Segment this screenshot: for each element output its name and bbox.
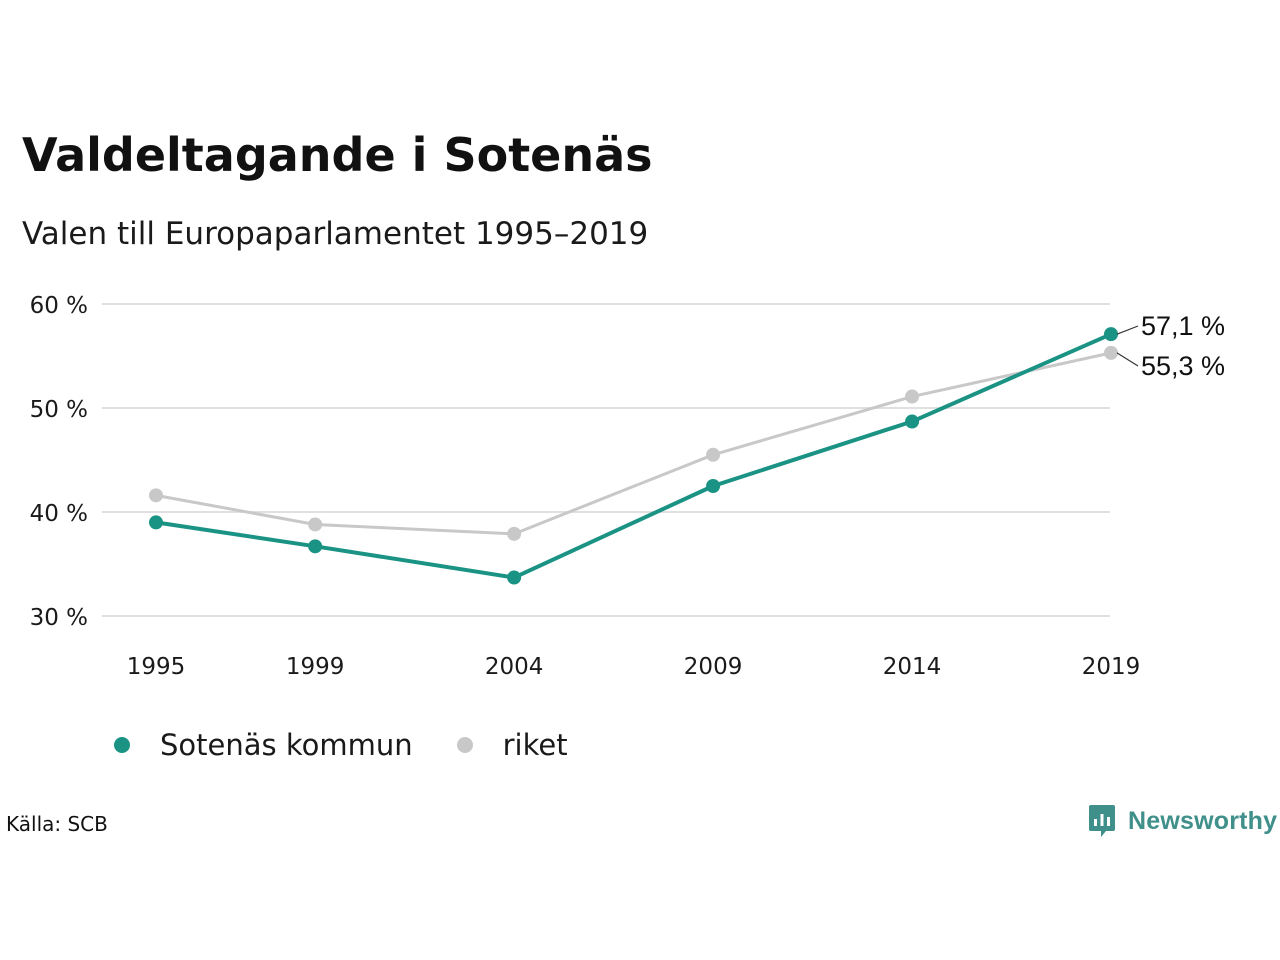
series-line [155,351,1112,536]
data-point [706,479,721,493]
chart-subtitle: Valen till Europaparlamentet 1995–2019 [22,216,649,252]
data-point [905,389,920,404]
end-label: 57,1 % [1141,311,1225,341]
series-riket [149,345,1118,541]
x-tick-label: 1999 [286,654,345,680]
data-point [507,570,522,585]
y-tick-label: 50 % [30,397,88,423]
y-axis-ticks: 30 % 40 % 50 % 60 % [30,293,88,631]
legend-label-sotenas: Sotenäs kommun [160,728,413,762]
x-tick-label: 2004 [485,654,544,680]
series-lines [149,327,1118,585]
data-point [308,517,323,532]
legend-marker-riket [456,737,473,753]
y-tick-label: 30 % [30,605,88,631]
data-point [1104,327,1118,342]
x-axis-ticks: 1995 1999 2004 2009 2014 2019 [127,654,1141,680]
data-point [905,414,920,429]
legend-item-sotenas: Sotenäs kommun [114,728,413,762]
legend-marker-sotenas [114,737,130,753]
y-tick-label: 40 % [30,501,88,527]
end-labels: 55,3 % 57,1 % [1116,311,1225,381]
legend-label-riket: riket [502,728,568,762]
chart-title: Valdeltagande i Sotenäs [22,128,653,182]
source-note: Källa: SCB [6,812,108,836]
legend: Sotenäs kommun riket [114,728,612,762]
data-point [1104,345,1118,360]
series-sotenas [149,327,1118,585]
y-tick-label: 60 % [30,293,88,319]
legend-item-riket: riket [456,728,568,762]
brand-name: Newsworthy [1128,806,1278,835]
data-point [149,488,163,503]
series-line [155,332,1112,580]
data-point [149,515,163,530]
data-point [706,447,721,462]
x-tick-label: 1995 [127,654,186,680]
end-label-leader [1116,325,1139,335]
brand-logo: Newsworthy [1088,804,1277,838]
end-label-leader [1116,352,1139,367]
newsworthy-logo-icon [1089,805,1115,837]
line-chart: 30 % 40 % 50 % 60 % 1995 1999 2004 2009 2014 201… [30,293,1226,680]
x-tick-label: 2014 [883,654,942,680]
data-point [507,526,522,541]
data-point [308,539,323,554]
x-tick-label: 2009 [684,654,743,680]
end-label: 55,3 % [1141,351,1225,381]
x-tick-label: 2019 [1082,654,1141,680]
gridlines [102,303,1110,617]
